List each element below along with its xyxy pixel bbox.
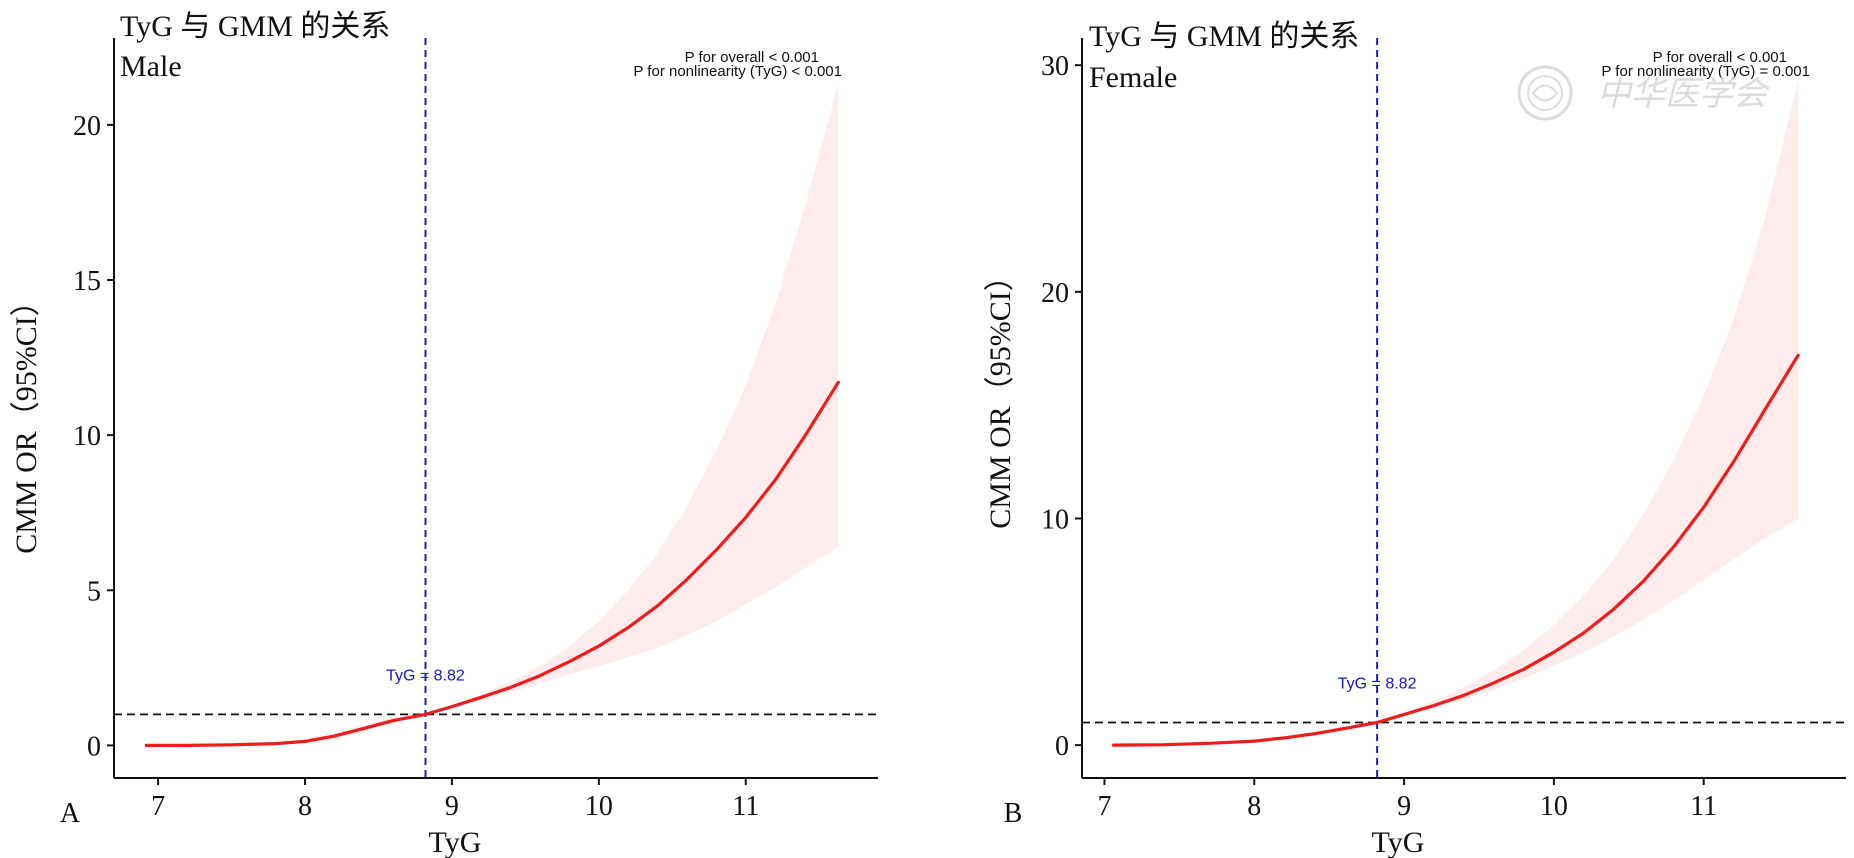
y-tick-label: 15 — [73, 266, 101, 297]
or-curve-b — [1111, 353, 1800, 747]
x-tick-label: 8 — [1247, 791, 1261, 822]
y-tick-label: 10 — [1041, 504, 1069, 535]
panel-a-male: 7 8 9 10 11 0 5 10 15 20 TyG 与 GMM 的关系 Male P fo… — [10, 10, 878, 858]
x-ticks-a: 7 8 9 10 11 — [151, 778, 759, 822]
watermark: 中华医学会 — [1517, 65, 1771, 121]
chart-title-b: TyG 与 GMM 的关系 — [1089, 20, 1359, 53]
x-tick-label: 10 — [1540, 791, 1568, 822]
panel-letter-b: B — [1004, 798, 1023, 829]
p-nonlinear-b: P for nonlinearity (TyG) = 0.001 — [1601, 63, 1810, 80]
y-tick-label: 5 — [87, 576, 101, 607]
x-tick-label: 8 — [298, 791, 312, 822]
x-tick-label: 7 — [1097, 791, 1111, 822]
x-tick-label: 7 — [151, 791, 165, 822]
p-overall-a: P for overall < 0.001 — [685, 49, 819, 66]
cutoff-label-b: TyG = 8.82 — [1338, 675, 1417, 692]
x-axis-title-b: TyG — [1372, 826, 1425, 858]
y-ticks-b: 0 10 20 30 — [1041, 51, 1082, 762]
x-ticks-b: 7 8 9 10 11 — [1097, 778, 1717, 822]
x-tick-label: 11 — [732, 791, 759, 822]
plot-area-a — [114, 38, 878, 778]
chart-subtitle-b: Female — [1089, 61, 1177, 94]
panel-letter-a: A — [60, 798, 81, 829]
x-tick-label: 9 — [445, 791, 459, 822]
plot-area-b — [1082, 38, 1846, 778]
ci-band-b — [1113, 81, 1799, 746]
x-tick-label: 11 — [1690, 791, 1717, 822]
y-tick-label: 10 — [73, 421, 101, 452]
y-tick-label: 20 — [1041, 278, 1069, 309]
panel-b-female: 7 8 9 10 11 0 10 20 30 TyG 与 GMM 的关系 Female P f… — [984, 20, 1846, 858]
ci-band-a — [146, 84, 839, 746]
y-tick-label: 30 — [1041, 51, 1069, 82]
x-tick-label: 10 — [585, 791, 613, 822]
chart-title-a: TyG 与 GMM 的关系 — [120, 10, 390, 43]
y-tick-label: 0 — [87, 731, 101, 762]
chart-subtitle-a: Male — [120, 50, 182, 83]
x-tick-label: 9 — [1397, 791, 1411, 822]
cutoff-label-a: TyG = 8.82 — [386, 667, 465, 684]
or-curve-a — [144, 380, 840, 747]
x-axis-title-a: TyG — [429, 826, 482, 858]
seal-icon — [1517, 65, 1573, 121]
y-tick-label: 0 — [1055, 731, 1069, 762]
y-axis-title-a: CMM OR（95%CI） — [10, 286, 43, 554]
watermark-text: 中华医学会 — [1597, 76, 1771, 113]
y-tick-label: 20 — [73, 111, 101, 142]
y-axis-title-b: CMM OR（95%CI） — [984, 261, 1017, 529]
y-ticks-a: 0 5 10 15 20 — [73, 111, 114, 762]
p-nonlinear-a: P for nonlinearity (TyG) < 0.001 — [633, 63, 842, 80]
p-overall-b: P for overall < 0.001 — [1653, 49, 1787, 66]
